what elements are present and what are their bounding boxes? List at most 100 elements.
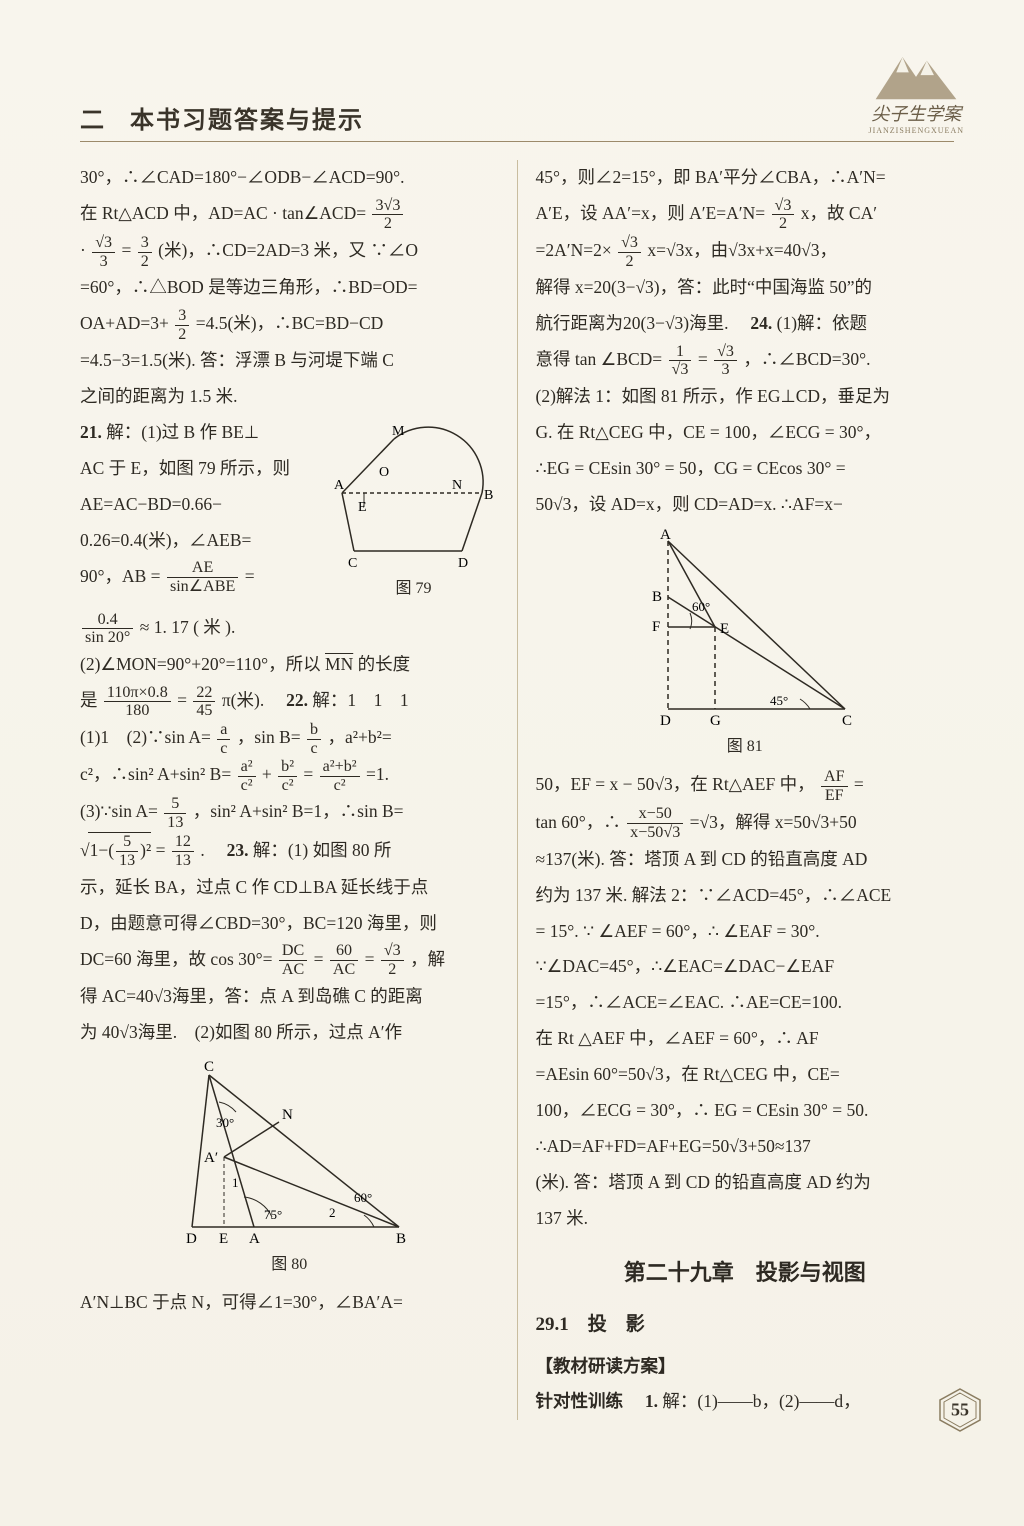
svg-text:E: E <box>720 621 729 637</box>
text-line: 意得 tan ∠BCD= 1√3 = √33 ，∴∠BCD=30°. <box>536 342 955 379</box>
fraction: √33 <box>714 343 737 379</box>
text-line: 21. 解：(1)过 B 作 BE⊥ <box>80 415 329 451</box>
fraction: 2245 <box>193 684 215 720</box>
svg-text:D: D <box>660 713 671 729</box>
fraction: 513 <box>164 795 186 831</box>
column-divider <box>517 160 518 1420</box>
problem-number: 24. <box>750 313 772 333</box>
fraction: 60AC <box>330 942 358 978</box>
svg-text:E: E <box>358 500 367 515</box>
text-line: =AEsin 60°=50√3，在 Rt△CEG 中，CE= <box>536 1057 955 1093</box>
svg-text:E: E <box>219 1231 228 1247</box>
svg-text:F: F <box>652 619 660 635</box>
text-line: 137 米. <box>536 1201 955 1237</box>
svg-text:N: N <box>282 1107 293 1123</box>
fraction: x−50x−50√3 <box>627 805 683 841</box>
svg-text:75°: 75° <box>264 1207 282 1222</box>
text-line: 约为 137 米. 解法 2：∵∠ACD=45°，∴∠ACE <box>536 878 955 914</box>
svg-text:A′: A′ <box>204 1150 218 1166</box>
text-line: 45°，则∠2=15°，即 BA′平分∠CBA，∴A′N= <box>536 160 955 196</box>
fraction: AEsin∠ABE <box>167 559 238 595</box>
header-title-text: 本书习题答案与提示 <box>130 108 364 134</box>
text-line: AE=AC−BD=0.66− <box>80 487 329 523</box>
text-line: 为 40√3海里. (2)如图 80 所示，过点 A′作 <box>80 1015 499 1051</box>
text-line: A′E，设 AA′=x，则 A′E=A′N= √32 x，故 CA′ <box>536 196 955 233</box>
fraction: ac <box>217 721 230 757</box>
text-line: OA+AD=3+ 32 =4.5(米)，∴BC=BD−CD <box>80 306 499 343</box>
text-line: 是 110π×0.8180 = 2245 π(米). 22. 解：1 1 1 <box>80 683 499 720</box>
svg-text:C: C <box>348 556 357 571</box>
figure-81: A B F E D G C 60° 45° <box>630 529 860 729</box>
chapter-title: 第二十九章 投影与视图 <box>536 1250 955 1295</box>
brand-pinyin: JIANZISHENGXUEAN <box>868 126 964 135</box>
fraction: 32 <box>175 307 189 343</box>
page-root: 二 本书习题答案与提示 尖子生学案 JIANZISHENGXUEAN 30°，∴… <box>0 0 1024 1460</box>
svg-text:C: C <box>204 1059 214 1075</box>
text-line: 在 Rt △AEF 中，∠AEF = 60°，∴ AF <box>536 1021 955 1057</box>
header-title: 二 本书习题答案与提示 <box>80 100 364 135</box>
section-29-1: 29.1 投 影 <box>536 1306 955 1345</box>
figure-79-caption: 图 79 <box>329 573 499 606</box>
figure-81-caption: 图 81 <box>536 731 955 764</box>
fraction: √33 <box>92 234 115 270</box>
text-line: 之间的距离为 1.5 米. <box>80 379 499 415</box>
mountain-icon <box>871 50 961 102</box>
text-line: ∴AD=AF+FD=AF+EG=50√3+50≈137 <box>536 1129 955 1165</box>
text-line: 解得 x=20(3−√3)，答：此时“中国海监 50”的 <box>536 270 955 306</box>
fraction: AFEF <box>821 768 848 804</box>
problem-number: 23. <box>227 840 249 860</box>
svg-text:G: G <box>710 713 721 729</box>
brand-logo: 尖子生学案 JIANZISHENGXUEAN <box>868 50 964 135</box>
text-line: 30°，∴∠CAD=180°−∠ODB−∠ACD=90°. <box>80 160 499 196</box>
figure-80: C N A′ D E A B 30° 60° 75° 1 2 <box>164 1057 414 1247</box>
fraction: 513 <box>116 833 138 869</box>
text-line: (3)∵sin A= 513 ，sin² A+sin² B=1，∴sin B= <box>80 794 499 831</box>
text-line: ∵∠DAC=45°，∴∠EAC=∠DAC−∠EAF <box>536 949 955 985</box>
fraction: √32 <box>618 234 641 270</box>
text-line: 1−(513)² = 1213 . 23. 解：(1) 如图 80 所 <box>80 832 499 870</box>
svg-text:60°: 60° <box>354 1190 372 1205</box>
figure-80-caption: 图 80 <box>80 1249 499 1282</box>
text-line: 100，∠ECG = 30°，∴ EG = CEsin 30° = 50. <box>536 1093 955 1129</box>
text-line: =4.5−3=1.5(米). 答：浮漂 B 与河堤下端 C <box>80 343 499 379</box>
fraction: a²c² <box>238 758 256 794</box>
text-line: (2)解法 1：如图 81 所示，作 EG⊥CD，垂足为 <box>536 379 955 415</box>
figure-79: M O A E N B C D <box>334 421 494 571</box>
fraction: 1√3 <box>669 343 692 379</box>
svg-text:M: M <box>392 424 405 439</box>
svg-text:N: N <box>452 478 462 493</box>
fraction: b²c² <box>278 758 297 794</box>
svg-text:45°: 45° <box>770 693 788 708</box>
svg-text:C: C <box>842 713 852 729</box>
content-columns: 30°，∴∠CAD=180°−∠ODB−∠ACD=90°. 在 Rt△ACD 中… <box>80 160 954 1420</box>
fraction: √32 <box>381 942 404 978</box>
right-column: 45°，则∠2=15°，即 BA′平分∠CBA，∴A′N= A′E，设 AA′=… <box>536 160 955 1420</box>
fraction: 110π×0.8180 <box>104 684 171 720</box>
section-number: 二 <box>80 108 106 134</box>
problem-number: 22. <box>286 690 308 710</box>
fraction: a²+b²c² <box>320 758 360 794</box>
svg-text:1: 1 <box>232 1175 239 1190</box>
svg-text:B: B <box>652 589 662 605</box>
problem-number: 21. <box>80 422 102 442</box>
text-line: (米). 答：塔顶 A 到 CD 的铅直高度 AD 约为 <box>536 1165 955 1201</box>
text-line: 50√3，设 AD=x，则 CD=AD=x. ∴AF=x− <box>536 487 955 523</box>
left-column: 30°，∴∠CAD=180°−∠ODB−∠ACD=90°. 在 Rt△ACD 中… <box>80 160 499 1420</box>
text-line: ∴EG = CEsin 30° = 50，CG = CEcos 30° = <box>536 451 955 487</box>
page-number-badge: 55 <box>936 1386 984 1434</box>
arc-MN: MN <box>325 654 353 674</box>
text-line: · √33 = 32 (米)，∴CD=2AD=3 米，又 ∵∠O <box>80 233 499 270</box>
svg-text:B: B <box>396 1231 406 1247</box>
text-line: 0.4sin 20° ≈ 1. 17 ( 米 ). <box>80 610 499 647</box>
text-line: 在 Rt△ACD 中，AD=AC · tan∠ACD= 3√32 <box>80 196 499 233</box>
text-line: 0.26=0.4(米)，∠AEB= <box>80 523 329 559</box>
svg-text:O: O <box>379 465 389 480</box>
text-line: c²，∴sin² A+sin² B= a²c² + b²c² = a²+b²c²… <box>80 757 499 794</box>
svg-text:A: A <box>249 1231 260 1247</box>
text-line: (2)∠MON=90°+20°=110°，所以 MN 的长度 <box>80 647 499 683</box>
text-line: ≈137(米). 答：塔顶 A 到 CD 的铅直高度 AD <box>536 842 955 878</box>
text-line: AC 于 E，如图 79 所示，则 <box>80 451 329 487</box>
text-line: =15°，∴∠ACE=∠EAC. ∴AE=CE=100. <box>536 985 955 1021</box>
fraction: 32 <box>138 234 152 270</box>
text-line: D，由题意可得∠CBD=30°，BC=120 海里，则 <box>80 906 499 942</box>
